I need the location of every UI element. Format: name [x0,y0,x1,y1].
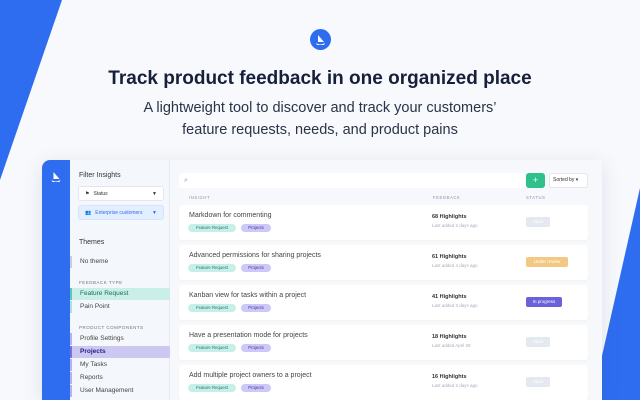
status-badge: Open [526,217,550,227]
status-dropdown[interactable]: ⚑ Status ▼ [78,186,164,201]
search-icon: ⌕ [184,177,188,184]
users-icon: 👥 [85,209,92,216]
column-insight: INSIGHT [189,195,211,200]
tag-feature-request: Feature Request [188,304,236,312]
tag-feature-request: Feature Request [188,264,236,272]
tag-feature-request: Feature Request [188,224,236,232]
theme-my-tasks[interactable]: My Tasks [70,359,170,371]
sort-dropdown[interactable]: Sorted by ▾ [549,173,588,188]
status-badge: In progress [526,297,562,307]
highlights-count: 41 Highlights [432,294,467,300]
hero-subtitle: A lightweight tool to discover and track… [0,97,640,141]
add-insight-button[interactable]: + [526,173,545,188]
tag-feature-request: Feature Request [188,344,236,352]
insight-row[interactable]: Kanban view for tasks within a project F… [179,285,588,320]
subtitle-line: feature requests, needs, and product pai… [182,122,458,138]
last-added: Last added 2 days ago [432,383,478,388]
subtitle-line: A lightweight tool to discover and track… [143,100,497,116]
sailboat-logo-icon [310,29,331,50]
theme-feature-request[interactable]: Feature Request [70,288,170,300]
themes-heading: Themes [79,239,105,246]
highlights-count: 68 Highlights [432,214,467,220]
nav-rail [42,160,70,400]
feedback-type-label: FEEDBACK TYPE [79,280,123,285]
segment-label: Enterprise customers [95,209,143,216]
status-label: Status [93,190,108,197]
tag-projects: Projects [241,304,271,312]
hero-title: Track product feedback in one organized … [108,68,532,89]
tag-projects: Projects [241,344,271,352]
tag-projects: Projects [241,384,271,392]
last-added: Last added 3 days ago [432,303,478,308]
sailboat-icon [51,172,61,182]
tag-projects: Projects [241,264,271,272]
flag-icon: ⚑ [85,190,90,197]
column-feedback: FEEDBACK [433,195,461,200]
highlights-count: 18 Highlights [432,334,467,340]
insight-title: Markdown for commenting [189,212,272,219]
theme-pain-point[interactable]: Pain Point [70,301,170,313]
components-label: PRODUCT COMPONENTS [79,325,144,330]
insight-title: Advanced permissions for sharing project… [189,252,321,259]
insight-row[interactable]: Add multiple project owners to a project… [179,365,588,400]
insight-title: Add multiple project owners to a project [189,372,312,379]
last-added: Last added 4 days ago [432,263,478,268]
theme-projects[interactable]: Projects [70,346,170,358]
last-added: Last added 2 days ago [432,223,478,228]
sort-label: Sorted by [553,177,575,183]
column-status: STATUS [526,195,546,200]
insights-main: ⌕ + Sorted by ▾ INSIGHT FEEDBACK STATUS … [170,160,602,400]
search-input[interactable]: ⌕ [179,173,525,188]
insight-title: Kanban view for tasks within a project [189,292,307,299]
theme-profile-settings[interactable]: Profile Settings [70,333,170,345]
theme-no-theme[interactable]: No theme [70,256,170,268]
insight-row[interactable]: Advanced permissions for sharing project… [179,245,588,280]
status-badge: Under review [526,257,568,267]
status-badge: Open [526,377,550,387]
app-window: Filter Insights ⚑ Status ▼ 👥 Enterprise cus… [42,160,602,400]
tag-feature-request: Feature Request [188,384,236,392]
insight-title: Have a presentation mode for projects [189,332,308,339]
filter-panel: Filter Insights ⚑ Status ▼ 👥 Enterprise cus… [70,160,170,400]
tag-projects: Projects [241,224,271,232]
segment-dropdown[interactable]: 👥 Enterprise customers ▼ [78,205,164,220]
filter-title: Filter Insights [79,172,121,179]
caret-down-icon: ▼ [152,190,157,197]
insight-row[interactable]: Markdown for commenting Feature Request … [179,205,588,240]
last-added: Last added April 29 [432,343,471,348]
highlights-count: 61 Highlights [432,254,467,260]
status-badge: Open [526,337,550,347]
decor-stripe-left [0,0,62,180]
caret-down-icon: ▼ [152,209,157,216]
highlights-count: 16 Highlights [432,374,467,380]
theme-user-management[interactable]: User Management [70,385,170,397]
theme-reports[interactable]: Reports [70,372,170,384]
insight-row[interactable]: Have a presentation mode for projects Fe… [179,325,588,360]
